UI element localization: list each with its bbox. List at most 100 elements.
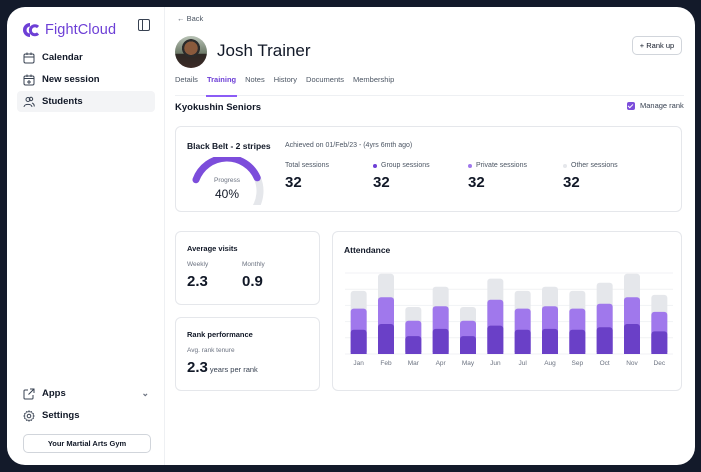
manage-rank-checkbox[interactable]: Manage rank	[627, 101, 684, 110]
sidebar-item-new-session[interactable]: New session	[17, 69, 155, 90]
attendance-card: Attendance Jan Feb Mar Apr May Jun Jul Aug Sep Oc…	[332, 231, 682, 391]
card-title: Rank performance	[187, 330, 253, 339]
stat-group-sessions: Group sessions 32	[373, 162, 430, 191]
tab-documents[interactable]: Documents	[306, 75, 344, 84]
sidebar-item-label: Students	[42, 96, 83, 107]
stat-total-sessions: Total sessions 32	[285, 162, 329, 191]
monthly-value: 0.9	[242, 273, 263, 290]
bar-base-oct	[596, 351, 613, 354]
legend-dot-icon	[373, 163, 377, 168]
x-tick-label: Jul	[519, 360, 528, 367]
brand[interactable]: FightCloud	[7, 7, 164, 43]
average-visits-card: Average visits Weekly Monthly 2.3 0.9	[175, 231, 320, 305]
progress-label: Progress	[213, 177, 240, 184]
bar-group-sessions-feb	[378, 324, 394, 354]
bar-group-sessions-oct	[596, 327, 613, 354]
rank-card: Black Belt - 2 stripes Progress 40% Achi…	[175, 126, 682, 224]
bar-group-sessions-sep	[569, 329, 586, 354]
bar-base-aug	[542, 351, 558, 354]
bar-group-sessions-jan	[350, 329, 367, 354]
x-tick-label: Aug	[544, 360, 556, 367]
chevron-down-icon[interactable]: ⌄	[141, 388, 149, 398]
bar-base-feb	[378, 351, 394, 354]
bar-base-may	[460, 351, 476, 354]
bar-group-sessions-dec	[651, 331, 668, 354]
sidebar-item-students[interactable]: Students	[17, 91, 155, 112]
stat-other-sessions: Other sessions 32	[563, 162, 618, 191]
bar-base-sep	[569, 351, 586, 354]
group-title: Kyokushin Seniors	[175, 102, 262, 113]
belt-title: Black Belt - 2 stripes	[187, 141, 271, 151]
stat-value: 32	[285, 174, 302, 191]
gear-icon	[23, 409, 35, 422]
bar-base-jan	[350, 351, 367, 354]
x-tick-label: Mar	[408, 360, 420, 367]
sidebar-item-label: New session	[42, 74, 100, 85]
x-tick-label: Oct	[600, 360, 610, 367]
rank-performance-card: Rank performance Avg. rank tenure 2.3 yea…	[175, 317, 320, 391]
bar-group-sessions-aug	[542, 328, 558, 354]
attendance-chart: Jan Feb Mar Apr May Jun Jul Aug Sep Oct Nov Dec	[345, 272, 673, 367]
achieved-date: Achieved on 01/Feb/23 - (4yrs 6mth ago)	[285, 142, 413, 149]
tab-history[interactable]: History	[273, 75, 298, 84]
stat-label: Total sessions	[285, 162, 329, 169]
checkbox-checked-icon[interactable]	[627, 101, 635, 110]
sidebar-nav: Calendar New session Students	[7, 47, 164, 112]
sidebar-item-label: Calendar	[42, 52, 83, 63]
chart-title: Attendance	[344, 245, 391, 255]
x-tick-label: Dec	[654, 360, 666, 367]
users-icon	[23, 96, 35, 107]
progress-value: 40%	[214, 187, 240, 201]
gym-selector-button[interactable]: Your Martial Arts Gym	[23, 434, 151, 453]
bar-group-sessions-apr	[432, 328, 449, 354]
bar-base-nov	[624, 351, 640, 354]
tab-membership[interactable]: Membership	[352, 75, 395, 84]
x-tick-label: Feb	[380, 360, 392, 367]
stat-private-sessions: Private sessions 32	[468, 162, 527, 191]
sidebar-toggle-icon[interactable]	[138, 19, 150, 31]
sidebar-item-calendar[interactable]: Calendar	[17, 47, 155, 68]
tab-details[interactable]: Details	[175, 75, 198, 84]
monthly-label: Monthly	[242, 261, 265, 268]
bar-group-sessions-nov	[624, 324, 640, 354]
legend-dot-icon	[468, 163, 472, 168]
manage-rank-label: Manage rank	[640, 101, 684, 110]
bar-group-sessions-jun	[487, 325, 504, 354]
main-content: ← Back Josh Trainer + Rank up Details Tr…	[165, 7, 695, 465]
gauge-fill	[192, 154, 261, 184]
bar-base-dec	[651, 351, 668, 354]
x-tick-label: May	[462, 360, 475, 367]
tab-bar: Details Training Notes History Documents…	[175, 72, 684, 97]
sidebar-item-apps[interactable]: Apps ⌄	[17, 383, 155, 404]
bar-group-sessions-may	[460, 336, 476, 354]
bar-group-sessions-mar	[405, 336, 422, 354]
sidebar-item-settings[interactable]: Settings	[17, 405, 155, 426]
stat-label: Private sessions	[476, 162, 527, 169]
tab-training[interactable]: Training	[205, 72, 238, 97]
sidebar-item-label: Apps	[42, 388, 66, 399]
tab-notes[interactable]: Notes	[245, 75, 265, 84]
avatar	[175, 36, 207, 68]
stat-label: Group sessions	[381, 162, 430, 169]
rank-up-button[interactable]: + Rank up	[632, 36, 682, 55]
bar-base-apr	[432, 351, 449, 354]
tenure-value: 2.3	[187, 359, 208, 376]
sidebar: FightCloud Calendar New session Students…	[7, 7, 165, 465]
back-link[interactable]: ← Back	[177, 14, 204, 23]
tenure-unit: years per rank	[209, 365, 258, 374]
x-tick-label: Sep	[572, 360, 584, 367]
brand-name: FightCloud	[45, 22, 117, 38]
card-title: Average visits	[187, 244, 238, 253]
legend-dot-icon	[563, 163, 567, 168]
calendar-icon	[23, 52, 35, 63]
bar-base-mar	[405, 351, 422, 354]
progress-gauge: Progress 40%	[186, 154, 268, 224]
x-tick-label: Jan	[353, 360, 364, 367]
stat-label: Other sessions	[571, 162, 618, 169]
bar-group-sessions-jul	[514, 329, 531, 354]
tenure-label: Avg. rank tenure	[187, 347, 235, 354]
stat-value: 32	[468, 174, 485, 191]
calendar-plus-icon	[23, 74, 35, 85]
bar-base-jun	[487, 351, 504, 354]
page-title: Josh Trainer	[217, 41, 311, 60]
